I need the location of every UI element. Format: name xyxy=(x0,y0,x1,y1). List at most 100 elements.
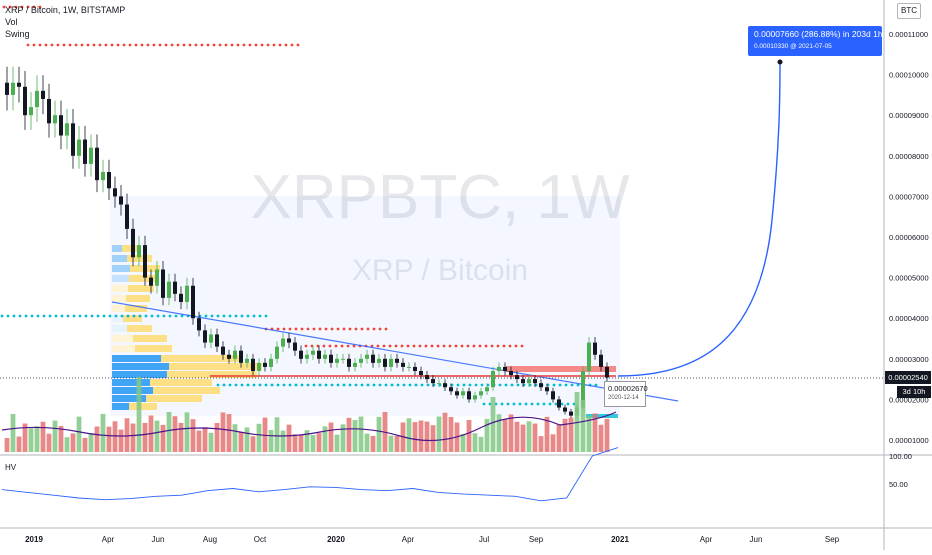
support-level-1-dot-34 xyxy=(204,314,208,318)
volume-bar-62 xyxy=(376,416,382,452)
volume-profile-bar-blue-15 xyxy=(112,387,153,394)
price-tick-label-9: 0.00002000 xyxy=(889,395,929,404)
candle-body-21 xyxy=(131,228,135,258)
volume-bar-99 xyxy=(598,424,604,452)
candle-body-51 xyxy=(311,350,315,355)
swing-level-2-dot-13 xyxy=(342,327,346,331)
volume-bar-29 xyxy=(178,422,184,452)
volume-bar-46 xyxy=(280,430,286,452)
candle-body-91 xyxy=(551,391,555,400)
support-level-2-dot-33 xyxy=(414,383,418,387)
candle-body-8 xyxy=(53,115,57,124)
volume-bar-37 xyxy=(226,414,232,452)
support-level-2-dot-28 xyxy=(384,383,388,387)
hv-label[interactable]: HV xyxy=(5,463,17,472)
volume-bar-45 xyxy=(274,417,280,452)
support-level-1-dot-28 xyxy=(168,314,172,318)
candle-body-87 xyxy=(527,379,531,384)
candle-body-24 xyxy=(149,277,153,286)
candle-body-92 xyxy=(557,399,561,408)
candle-body-46 xyxy=(281,338,285,347)
candle-body-16 xyxy=(101,172,105,181)
volume-bar-79 xyxy=(478,436,484,452)
candle-body-47 xyxy=(287,338,291,343)
volume-bar-59 xyxy=(358,416,364,452)
support-level-2-dot-42 xyxy=(468,383,472,387)
swing-level-1-dot-2 xyxy=(38,43,42,47)
volume-profile-bar-yellow-8 xyxy=(127,325,152,332)
support-level-2-dot-41 xyxy=(462,383,466,387)
volume-bar-61 xyxy=(370,435,376,452)
projection-label[interactable]: 0.00007660 (286.88%) in 203d 1h 0.000103… xyxy=(748,26,883,56)
swing-level-3-dot-22 xyxy=(436,344,440,348)
swing-level-1-dot-3 xyxy=(44,43,48,47)
swing-level-1-dot-38 xyxy=(254,43,258,47)
candle-body-60 xyxy=(365,354,369,359)
swing-level-1-dot-30 xyxy=(206,43,210,47)
candle-body-54 xyxy=(329,354,333,363)
support-level-2-dot-58 xyxy=(564,383,568,387)
support-level-2-dot-27 xyxy=(378,383,382,387)
support-level-1-dot-1 xyxy=(6,314,10,318)
support-level-2-dot-22 xyxy=(348,383,352,387)
support-level-1-dot-3 xyxy=(18,314,22,318)
support-level-1-dot-15 xyxy=(90,314,94,318)
symbol-line[interactable]: XRP / Bitcoin, 1W, BITSTAMP xyxy=(5,5,126,15)
volume-bar-47 xyxy=(286,424,292,452)
projection-end-point xyxy=(777,59,783,65)
support-level-2-dot-2 xyxy=(228,383,232,387)
volume-profile-bar-blue-4 xyxy=(112,285,128,292)
price-tick-label-8: 0.00003000 xyxy=(889,355,929,364)
time-tick-label-8: Sep xyxy=(529,535,544,544)
support-level-2-dot-16 xyxy=(312,383,316,387)
volume-profile-bar-blue-9 xyxy=(112,335,133,342)
support-level-2-dot-50 xyxy=(516,383,520,387)
support-level-1-dot-2 xyxy=(12,314,16,318)
indicator-vol[interactable]: Vol xyxy=(5,17,18,27)
support-level-1-dot-17 xyxy=(102,314,106,318)
volume-bar-5 xyxy=(34,426,40,452)
support-level-1-dot-6 xyxy=(36,314,40,318)
point-annotation[interactable]: 0.00002670 2020-12-14 xyxy=(604,381,648,407)
volume-bar-17 xyxy=(106,426,112,452)
swing-level-1-dot-34 xyxy=(230,43,234,47)
swing-level-3-dot-27 xyxy=(466,344,470,348)
support-level-1-dot-8 xyxy=(48,314,52,318)
support-level-3-dot-8 xyxy=(530,402,534,406)
candle-body-58 xyxy=(353,362,357,367)
volume-bar-93 xyxy=(562,418,568,452)
resistance-zone xyxy=(506,366,616,372)
volume-bar-86 xyxy=(520,424,526,452)
support-level-1-dot-35 xyxy=(210,314,214,318)
projection-change: 0.00007660 (286.88%) in 203d 1h xyxy=(754,29,883,39)
swing-level-1-dot-18 xyxy=(134,43,138,47)
candle-body-52 xyxy=(317,350,321,359)
indicator-swing[interactable]: Swing xyxy=(5,29,30,39)
volume-profile-bar-blue-0 xyxy=(112,245,122,252)
swing-level-1-dot-17 xyxy=(128,43,132,47)
candle-body-14 xyxy=(89,147,93,164)
swing-level-1-dot-24 xyxy=(170,43,174,47)
support-level-3-dot-6 xyxy=(518,402,522,406)
volume-bar-33 xyxy=(202,427,208,452)
volume-profile-bar-blue-7 xyxy=(112,315,123,322)
swing-level-3-dot-21 xyxy=(430,344,434,348)
volume-bar-82 xyxy=(496,414,502,452)
support-level-1-dot-5 xyxy=(30,314,34,318)
volume-bar-97 xyxy=(586,415,592,452)
currency-badge[interactable]: BTC xyxy=(897,3,921,19)
volume-bar-90 xyxy=(544,416,550,452)
volume-bar-71 xyxy=(430,425,436,452)
swing-level-3-dot-26 xyxy=(460,344,464,348)
hv-tick-label-0: 100.00 xyxy=(889,452,912,461)
price-tick-label-4: 0.00007000 xyxy=(889,192,929,201)
candle-body-84 xyxy=(509,370,513,376)
candle-body-6 xyxy=(41,90,45,99)
candle-body-33 xyxy=(203,330,207,343)
watermark-ticker: XRPBTC, 1W xyxy=(251,163,630,232)
candle-body-28 xyxy=(173,281,177,294)
volume-profile-bar-yellow-7 xyxy=(123,315,142,322)
candle-body-67 xyxy=(407,366,411,368)
